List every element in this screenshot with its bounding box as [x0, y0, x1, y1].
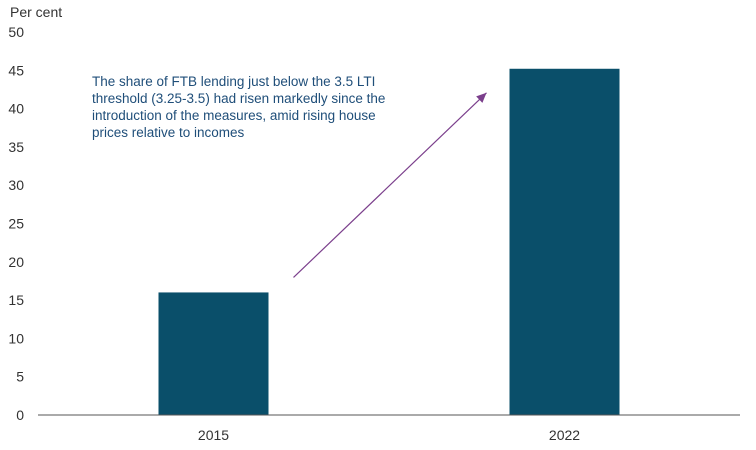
y-tick-label: 0 [16, 407, 24, 423]
bars [158, 68, 620, 415]
y-tick-label: 25 [8, 216, 24, 232]
y-tick-label: 35 [8, 139, 24, 155]
y-tick-label: 30 [8, 177, 24, 193]
trend-arrow [293, 92, 487, 278]
y-axis-unit-label: Per cent [10, 4, 62, 20]
annotation-line: introduction of the measures, amid risin… [92, 108, 376, 123]
y-tick-label: 10 [8, 330, 24, 346]
y-tick-label: 40 [8, 101, 24, 117]
y-tick-label: 5 [16, 369, 24, 385]
arrow-line [293, 92, 487, 278]
arrow-head [476, 92, 487, 103]
x-tick-label: 2015 [198, 427, 229, 443]
x-axis-ticks: 2015 2022 [198, 427, 580, 443]
annotation-line: prices relative to incomes [92, 125, 245, 140]
x-tick-label: 2022 [549, 427, 580, 443]
chart-annotation: The share of FTB lending just below the … [92, 73, 392, 141]
annotation-line: The share of FTB lending just below the … [92, 74, 376, 89]
y-tick-label: 15 [8, 292, 24, 308]
bar-2022 [509, 68, 620, 415]
y-tick-label: 45 [8, 62, 24, 78]
bar-2015 [158, 292, 269, 415]
y-tick-label: 50 [8, 24, 24, 40]
annotation-line: threshold (3.25-3.5) had risen markedly … [92, 91, 386, 106]
y-axis-ticks: 0 5 10 15 20 25 30 35 40 45 50 [8, 24, 24, 423]
y-tick-label: 20 [8, 254, 24, 270]
